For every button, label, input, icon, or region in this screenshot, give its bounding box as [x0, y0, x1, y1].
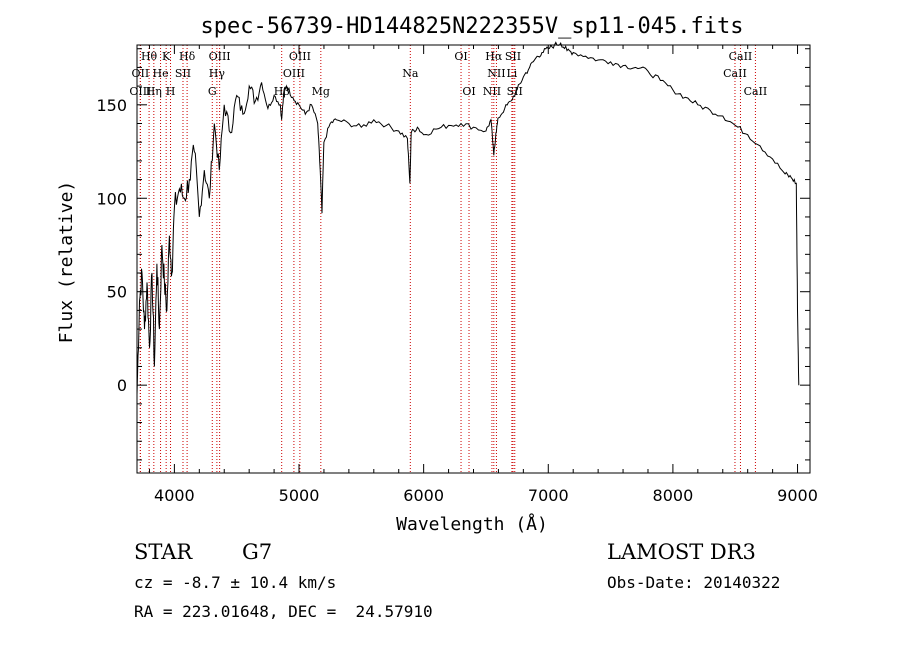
line-marker-label: OII [132, 67, 150, 80]
line-marker-label: SII [175, 67, 191, 80]
line-marker-label: CaII [729, 50, 753, 63]
spectrum-chart: spec-56739-HD144825N222355V_sp11-045.fit… [56, 14, 818, 535]
object-subclass: G7 [242, 540, 273, 564]
line-marker-label: NII [487, 67, 505, 80]
y-tick-label: 150 [96, 96, 127, 115]
line-marker-label: CaII [723, 67, 747, 80]
line-marker-label: Li [506, 67, 517, 80]
y-tick-label: 100 [96, 189, 127, 208]
line-marker-label: OIII [283, 67, 305, 80]
line-marker-label: NII [483, 85, 501, 98]
line-marker-label: Hδ [179, 50, 196, 63]
line-marker-label: SII [505, 50, 521, 63]
line-marker-label: G [208, 85, 217, 98]
x-tick-label: 4000 [154, 486, 195, 505]
line-marker-label: OIII [129, 85, 151, 98]
line-marker-label: Hη [146, 85, 162, 98]
x-tick-label: 8000 [653, 486, 694, 505]
line-marker-label: Na [402, 67, 419, 80]
line-marker-label: Hα [485, 50, 503, 63]
line-marker-label: OI [462, 85, 475, 98]
line-marker-label: H [166, 85, 176, 98]
spectral-line-markers [139, 45, 756, 473]
chart-title: spec-56739-HD144825N222355V_sp11-045.fit… [200, 14, 743, 39]
x-tick-label: 7000 [528, 486, 569, 505]
line-marker-label: He [153, 67, 169, 80]
line-marker-label: Hγ [209, 67, 226, 80]
axis-ticks: 4000 5000 6000 7000 8000 9000 0 50 100 150 [96, 45, 818, 505]
line-marker-label: OI [454, 50, 467, 63]
object-class: STAR [134, 540, 193, 564]
flux-series-line [136, 41, 800, 395]
line-marker-label: OIII [289, 50, 311, 63]
x-tick-label: 9000 [777, 486, 818, 505]
survey-name: LAMOST DR3 [607, 540, 756, 564]
ra-dec: RA = 223.01648, DEC = 24.57910 [134, 602, 433, 621]
line-marker-label: SII [507, 85, 523, 98]
line-marker-label: CaII [744, 85, 768, 98]
y-tick-label: 50 [107, 283, 127, 302]
redshift-cz: cz = -8.7 ± 10.4 km/s [134, 573, 337, 592]
y-tick-label: 0 [117, 376, 127, 395]
y-axis-label: Flux (relative) [56, 181, 77, 344]
x-tick-label: 6000 [403, 486, 444, 505]
x-tick-label: 5000 [279, 486, 320, 505]
observation-date: Obs-Date: 20140322 [607, 573, 781, 592]
line-marker-label: Hθ [141, 50, 158, 63]
line-marker-label: K [162, 50, 171, 63]
x-axis-label: Wavelength (Å) [396, 513, 548, 535]
line-marker-label: OIII [209, 50, 231, 63]
line-marker-label: Mg [312, 85, 330, 98]
